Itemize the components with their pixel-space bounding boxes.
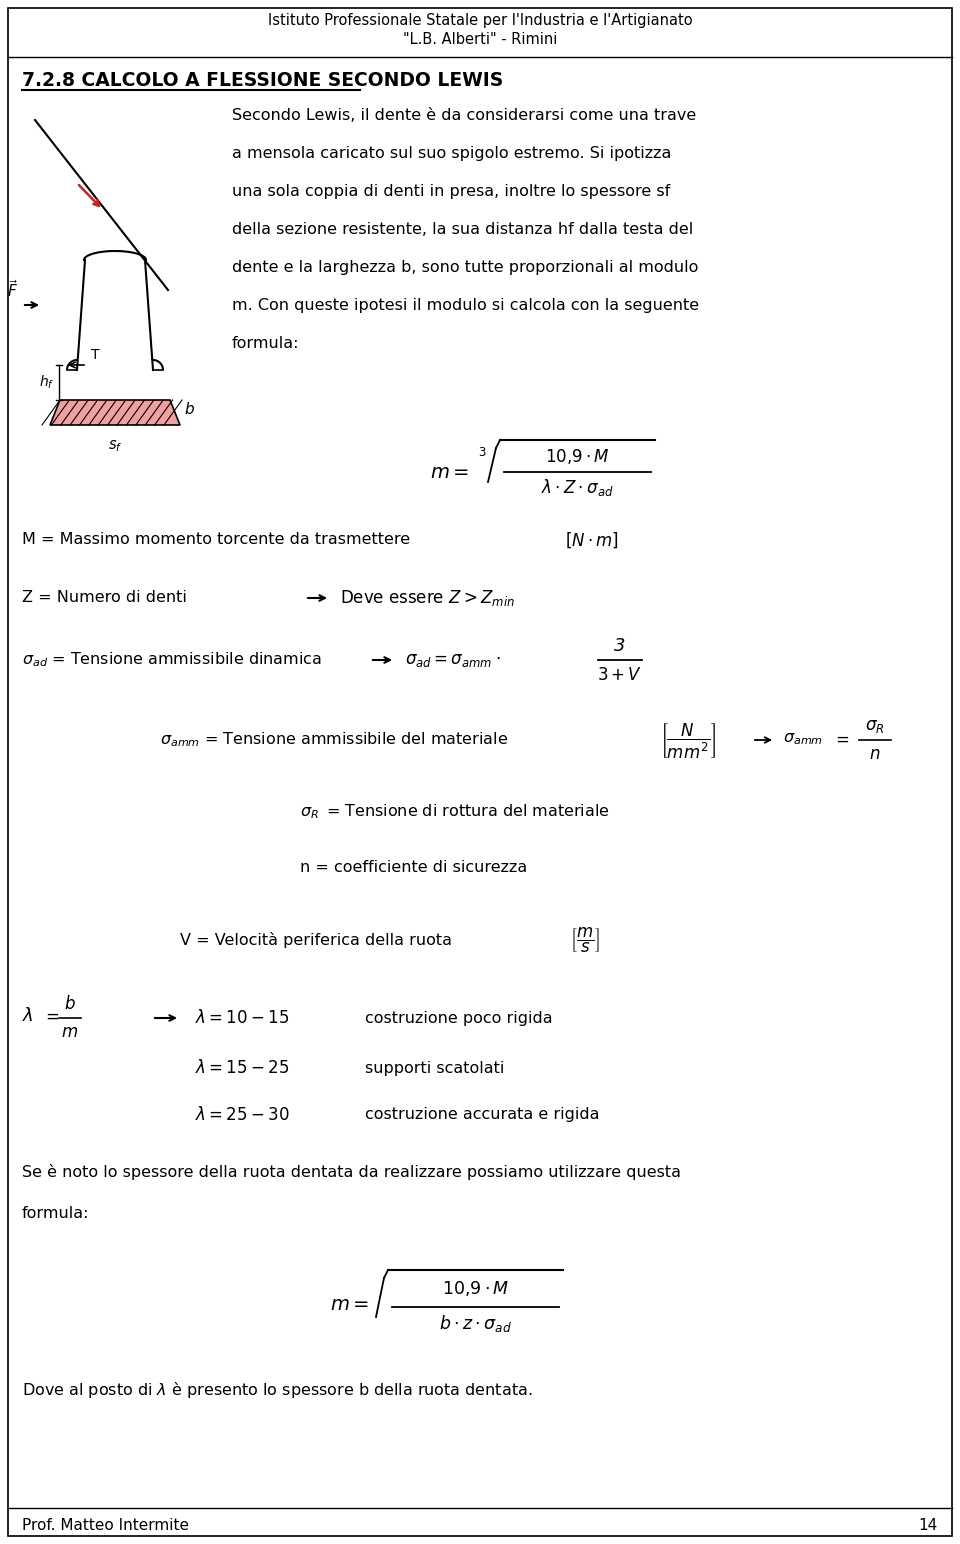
Text: $\left[\dfrac{N}{mm^2}\right]$: $\left[\dfrac{N}{mm^2}\right]$	[660, 721, 716, 760]
Text: Z = Numero di denti: Z = Numero di denti	[22, 590, 187, 605]
Text: $b \cdot z \cdot \sigma_{ad}$: $b \cdot z \cdot \sigma_{ad}$	[439, 1312, 512, 1334]
Text: 14: 14	[919, 1518, 938, 1533]
Text: $3 + V$: $3 + V$	[597, 665, 642, 684]
Text: $\lambda \cdot Z \cdot \sigma_{ad}$: $\lambda \cdot Z \cdot \sigma_{ad}$	[541, 477, 613, 499]
Text: $\sigma_{amm}$ = Tensione ammissibile del materiale: $\sigma_{amm}$ = Tensione ammissibile de…	[160, 730, 508, 749]
Text: 3: 3	[614, 638, 626, 655]
Text: "L.B. Alberti" - Rimini: "L.B. Alberti" - Rimini	[403, 32, 557, 48]
Text: b: b	[64, 994, 75, 1013]
Text: $10{,}9 \cdot M$: $10{,}9 \cdot M$	[545, 448, 610, 466]
Text: $m =$: $m =$	[330, 1295, 370, 1314]
Text: $\lambda$: $\lambda$	[22, 1007, 34, 1025]
Text: $m =$: $m =$	[430, 463, 469, 482]
Text: costruzione poco rigida: costruzione poco rigida	[365, 1010, 553, 1025]
Text: Se è noto lo spessore della ruota dentata da realizzare possiamo utilizzare ques: Se è noto lo spessore della ruota dentat…	[22, 1164, 681, 1180]
Text: $\lambda = 25 - 30$: $\lambda = 25 - 30$	[195, 1106, 290, 1124]
Text: $\sigma_{ad}$ = Tensione ammissibile dinamica: $\sigma_{ad}$ = Tensione ammissibile din…	[22, 650, 322, 670]
Text: b: b	[184, 403, 194, 417]
Text: $\sigma_R$: $\sigma_R$	[865, 716, 885, 735]
Text: $\sigma_{amm}$: $\sigma_{amm}$	[783, 732, 823, 747]
Text: T: T	[91, 347, 100, 361]
Text: $\sigma_R\,$ = Tensione di rottura del materiale: $\sigma_R\,$ = Tensione di rottura del m…	[300, 803, 610, 821]
Text: $n$: $n$	[870, 746, 880, 763]
Text: $\vec{F}$: $\vec{F}$	[7, 279, 18, 301]
Text: Dove al posto di $\lambda$ è presento lo spessore b della ruota dentata.: Dove al posto di $\lambda$ è presento lo…	[22, 1380, 533, 1400]
Text: Deve essere $Z > Z_{min}$: Deve essere $Z > Z_{min}$	[340, 588, 515, 608]
Text: $\lambda = 15 - 25$: $\lambda = 15 - 25$	[195, 1059, 289, 1078]
Text: $=$: $=$	[42, 1007, 60, 1025]
Text: supporti scatolati: supporti scatolati	[365, 1061, 504, 1076]
Text: Secondo Lewis, il dente è da considerarsi come una trave: Secondo Lewis, il dente è da considerars…	[232, 108, 696, 124]
Text: n = coefficiente di sicurezza: n = coefficiente di sicurezza	[300, 860, 527, 875]
Text: $=$: $=$	[832, 730, 850, 747]
Text: V = Velocità periferica della ruota: V = Velocità periferica della ruota	[180, 933, 452, 948]
Text: $10{,}9 \cdot M$: $10{,}9 \cdot M$	[442, 1280, 509, 1299]
Text: della sezione resistente, la sua distanza hf dalla testa del: della sezione resistente, la sua distanz…	[232, 222, 693, 236]
Text: $h_f$: $h_f$	[38, 374, 54, 391]
Text: una sola coppia di denti in presa, inoltre lo spessore sf: una sola coppia di denti in presa, inolt…	[232, 184, 670, 199]
Text: formula:: formula:	[22, 1206, 89, 1221]
Text: Prof. Matteo Intermite: Prof. Matteo Intermite	[22, 1518, 189, 1533]
Text: Istituto Professionale Statale per l'Industria e l'Artigianato: Istituto Professionale Statale per l'Ind…	[268, 12, 692, 28]
Text: formula:: formula:	[232, 337, 300, 350]
Text: dente e la larghezza b, sono tutte proporzionali al modulo: dente e la larghezza b, sono tutte propo…	[232, 259, 698, 275]
Text: 7.2.8 CALCOLO A FLESSIONE SECONDO LEWIS: 7.2.8 CALCOLO A FLESSIONE SECONDO LEWIS	[22, 71, 503, 90]
Text: m: m	[61, 1024, 78, 1041]
Text: 3: 3	[478, 446, 486, 459]
Text: costruzione accurata e rigida: costruzione accurata e rigida	[365, 1107, 599, 1122]
Text: m. Con queste ipotesi il modulo si calcola con la seguente: m. Con queste ipotesi il modulo si calco…	[232, 298, 699, 313]
Text: $\sigma_{ad} = \sigma_{amm} \cdot$: $\sigma_{ad} = \sigma_{amm} \cdot$	[405, 652, 500, 669]
Text: $\left[\dfrac{m}{s}\right]$: $\left[\dfrac{m}{s}\right]$	[570, 925, 600, 954]
Text: M = Massimo momento torcente da trasmettere: M = Massimo momento torcente da trasmett…	[22, 533, 410, 548]
Text: $\lambda = 10 - 15$: $\lambda = 10 - 15$	[195, 1008, 289, 1027]
Polygon shape	[50, 400, 180, 425]
Text: $s_f$: $s_f$	[108, 438, 122, 454]
Text: $[N \cdot m]$: $[N \cdot m]$	[565, 530, 619, 550]
Text: a mensola caricato sul suo spigolo estremo. Si ipotizza: a mensola caricato sul suo spigolo estre…	[232, 147, 671, 161]
